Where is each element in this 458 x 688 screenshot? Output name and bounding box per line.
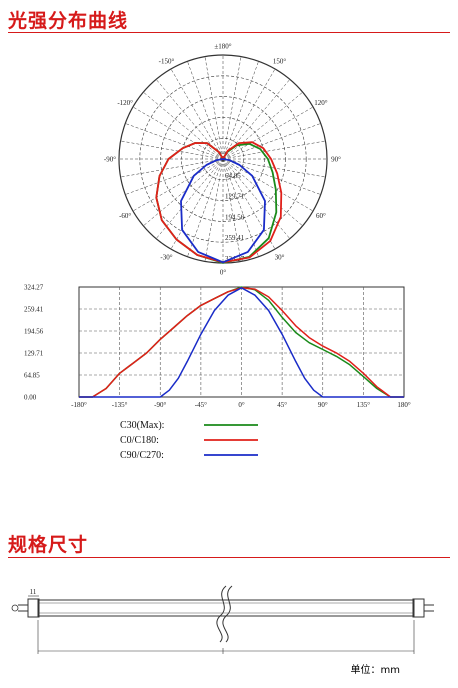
- y-tick-label: 129.71: [24, 349, 44, 357]
- polar-angle-label: 30°: [275, 253, 285, 261]
- tube-end-cap-left: [27, 598, 40, 618]
- polar-spoke: [143, 91, 224, 160]
- polar-ring-label: 194.56: [225, 213, 245, 221]
- x-tick-label: 180°: [397, 401, 411, 409]
- polar-spoke: [222, 158, 314, 212]
- polar-spoke: [222, 68, 276, 160]
- y-tick-label: 194.56: [24, 328, 44, 336]
- legend-label: C30(Max):: [120, 420, 164, 431]
- polar-spoke: [120, 140, 224, 160]
- polar-spoke: [120, 158, 224, 178]
- polar-angle-label: -150°: [159, 58, 175, 66]
- polar-angle-label: ±180°: [214, 43, 231, 51]
- polar-spoke: [187, 158, 224, 257]
- polar-spoke: [187, 61, 224, 160]
- polar-spoke: [204, 158, 224, 262]
- polar-angle-label: -30°: [160, 253, 172, 261]
- polar-plot: ±180° 150° 120° 90° 60° 30° 0° -30° -60° -90° -120…: [104, 43, 341, 277]
- x-tick-label: 0°: [238, 401, 245, 409]
- polar-spoke: [204, 56, 224, 160]
- y-tick-label: 259.41: [24, 306, 44, 314]
- polar-spoke: [143, 158, 224, 227]
- pin-end-view: [11, 604, 19, 612]
- polar-ring-label: 259.41: [225, 234, 245, 242]
- unit-label: 单位：mm: [350, 665, 400, 676]
- polar-angle-label: 60°: [316, 212, 326, 220]
- polar-angle-label: 120°: [314, 99, 328, 107]
- x-tick-label: -45°: [195, 401, 207, 409]
- x-tick-label: -180°: [71, 401, 87, 409]
- polar-spoke: [222, 61, 259, 160]
- polar-spoke: [170, 158, 224, 250]
- polar-spoke: [222, 158, 259, 257]
- polar-spoke: [132, 158, 224, 212]
- polar-spoke: [222, 158, 303, 227]
- x-tick-label: 90°: [318, 401, 328, 409]
- polar-spoke: [222, 158, 291, 239]
- polar-spoke: [125, 123, 224, 160]
- polar-spoke: [155, 158, 224, 239]
- dimensions-title: 规格尺寸: [8, 534, 89, 556]
- title-underline-2: [8, 557, 450, 558]
- polar-spoke: [222, 158, 276, 250]
- x-tick-label: -90°: [154, 401, 166, 409]
- polar-spoke: [222, 140, 326, 160]
- tube-dimension-drawing: 11: [11, 585, 434, 654]
- polar-angle-label: -120°: [117, 99, 133, 107]
- y-tick-label: 324.27: [24, 284, 44, 292]
- title-underline: [8, 32, 450, 33]
- polar-spoke: [222, 106, 314, 160]
- polar-spoke: [222, 158, 242, 262]
- tube-end-cap-right: [412, 598, 425, 618]
- y-tick-label: 0.00: [24, 394, 37, 402]
- polar-ring: [139, 75, 307, 243]
- line-series-2: [79, 287, 404, 398]
- break-mark: [216, 585, 227, 643]
- polar-angle-label: -60°: [119, 212, 131, 220]
- light-distribution-title: 光强分布曲线: [8, 10, 129, 32]
- polar-spoke: [170, 68, 224, 160]
- break-mark: [222, 585, 233, 643]
- polar-curve-series-2: [180, 158, 266, 264]
- polar-angle-label: -90°: [104, 156, 116, 164]
- x-tick-label: -135°: [112, 401, 128, 409]
- polar-spoke: [222, 91, 303, 160]
- x-tick-label: 135°: [357, 401, 371, 409]
- y-tick-label: 64.85: [24, 372, 40, 380]
- polar-ring-label: 324.27: [225, 255, 245, 263]
- polar-angle-label: 90°: [331, 156, 341, 164]
- polar-angle-label: 150°: [273, 58, 287, 66]
- polar-ring-label: 64.85: [225, 172, 241, 180]
- dim-label-small: 11: [30, 588, 37, 596]
- polar-spoke: [132, 106, 224, 160]
- polar-spoke: [222, 56, 242, 160]
- x-tick-label: 45°: [277, 401, 287, 409]
- polar-spoke: [222, 123, 321, 160]
- legend-label: C90/C270:: [120, 450, 164, 461]
- tube-body: [37, 599, 415, 617]
- polar-angle-label: 0°: [220, 269, 227, 277]
- polar-ring-label: 129.71: [225, 193, 245, 201]
- legend-label: C0/C180:: [120, 435, 159, 446]
- cartesian-plot: -180° -135° -90° -45° 0° 45° 90° 135° 180° 324.27…: [24, 284, 411, 410]
- chart-legend: C30(Max): C0/C180: C90/C270:: [120, 420, 258, 461]
